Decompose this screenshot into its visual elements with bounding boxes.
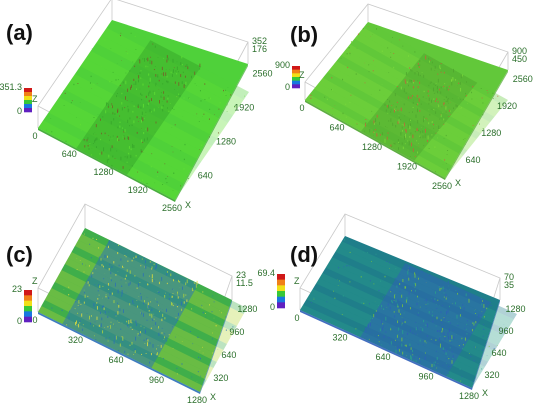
colorbar-max-label: 900 — [275, 60, 290, 70]
panel-label: (a) — [6, 20, 33, 45]
x-tick-label: 0 — [32, 315, 37, 325]
x-tick-label: 0 — [32, 131, 37, 141]
x-tick-label: 640 — [329, 123, 344, 133]
colorbar: 23 0 — [12, 284, 32, 326]
y-tick-label: 1920 — [234, 103, 254, 113]
y-tick-label: 1280 — [237, 304, 257, 314]
colorbar-min-label: 0 — [17, 316, 22, 326]
z-axis-letter: Z — [32, 94, 38, 104]
x-tick-label: 2560 — [432, 181, 452, 191]
z-tick-label: 176 — [252, 44, 267, 54]
colorbar-max-label: 351.3 — [0, 82, 22, 92]
x-axis-letter: X — [455, 178, 461, 188]
y-tick-label: 2560 — [513, 74, 533, 84]
surface-texture — [300, 236, 517, 388]
colorbar-min-label: 0 — [270, 302, 275, 312]
x-tick-label: 1280 — [93, 167, 113, 177]
z-tick-label: 352 — [252, 36, 267, 46]
y-tick-label: 1280 — [481, 128, 501, 138]
y-tick-label: 1280 — [505, 304, 525, 314]
surface-texture — [38, 228, 247, 392]
y-tick-label: 2560 — [253, 69, 273, 79]
x-tick-label: 320 — [68, 335, 83, 345]
x-tick-label: 0 — [299, 103, 304, 113]
colorbar: 900 0 — [275, 60, 300, 92]
z-tick-label: 23 — [236, 270, 246, 280]
colorbar: 351.30 — [0, 82, 32, 116]
z-tick-label: 11.5 — [236, 278, 253, 288]
x-tick-label: 640 — [62, 149, 77, 159]
x-tick-label: 1280 — [459, 391, 479, 401]
y-tick-label: 640 — [491, 348, 506, 358]
x-tick-label: 1920 — [128, 185, 148, 195]
surface-texture — [38, 20, 249, 200]
panel-label: (b) — [290, 22, 318, 47]
x-axis-letter: X — [185, 200, 191, 210]
y-tick-label: 640 — [198, 171, 213, 181]
x-tick-label: 1920 — [397, 162, 417, 172]
y-tick-label: 640 — [465, 155, 480, 165]
colorbar: 69.40 — [257, 268, 285, 312]
y-tick-label: 1920 — [497, 101, 517, 111]
y-tick-label: 960 — [229, 327, 244, 337]
z-tick-label: 900 — [512, 46, 527, 56]
colorbar-min-label: 0 — [285, 82, 290, 92]
panel-label: (c) — [6, 242, 33, 267]
x-tick-label: 960 — [418, 372, 433, 382]
x-tick-label: 640 — [108, 355, 123, 365]
x-tick-label: 1280 — [187, 395, 207, 405]
z-tick-label: 450 — [512, 54, 527, 64]
surface-texture — [305, 22, 508, 178]
z-tick-label: 70 — [504, 272, 514, 282]
x-tick-label: 2560 — [162, 203, 182, 213]
z-axis-letter: Z — [32, 276, 38, 286]
x-tick-label: 0 — [294, 313, 299, 323]
z-axis-letter: Z — [299, 70, 305, 80]
z-tick-label: 35 — [504, 280, 514, 290]
x-tick-label: 1280 — [362, 142, 382, 152]
z-axis-letter: Z — [294, 276, 300, 286]
colorbar-max-label: 23 — [12, 284, 22, 294]
x-axis-letter: X — [482, 388, 488, 398]
colorbar-min-label: 0 — [17, 106, 22, 116]
y-tick-label: 320 — [484, 370, 499, 380]
x-tick-label: 320 — [332, 333, 347, 343]
y-tick-label: 1280 — [216, 137, 236, 147]
y-tick-label: 320 — [213, 373, 228, 383]
colorbar-max-label: 69.4 — [257, 268, 275, 278]
x-tick-label: 640 — [375, 352, 390, 362]
panel-label: (d) — [290, 242, 318, 267]
x-axis-letter: X — [210, 392, 216, 402]
y-tick-label: 960 — [498, 326, 513, 336]
x-tick-label: 960 — [149, 375, 164, 385]
y-tick-label: 640 — [221, 350, 236, 360]
